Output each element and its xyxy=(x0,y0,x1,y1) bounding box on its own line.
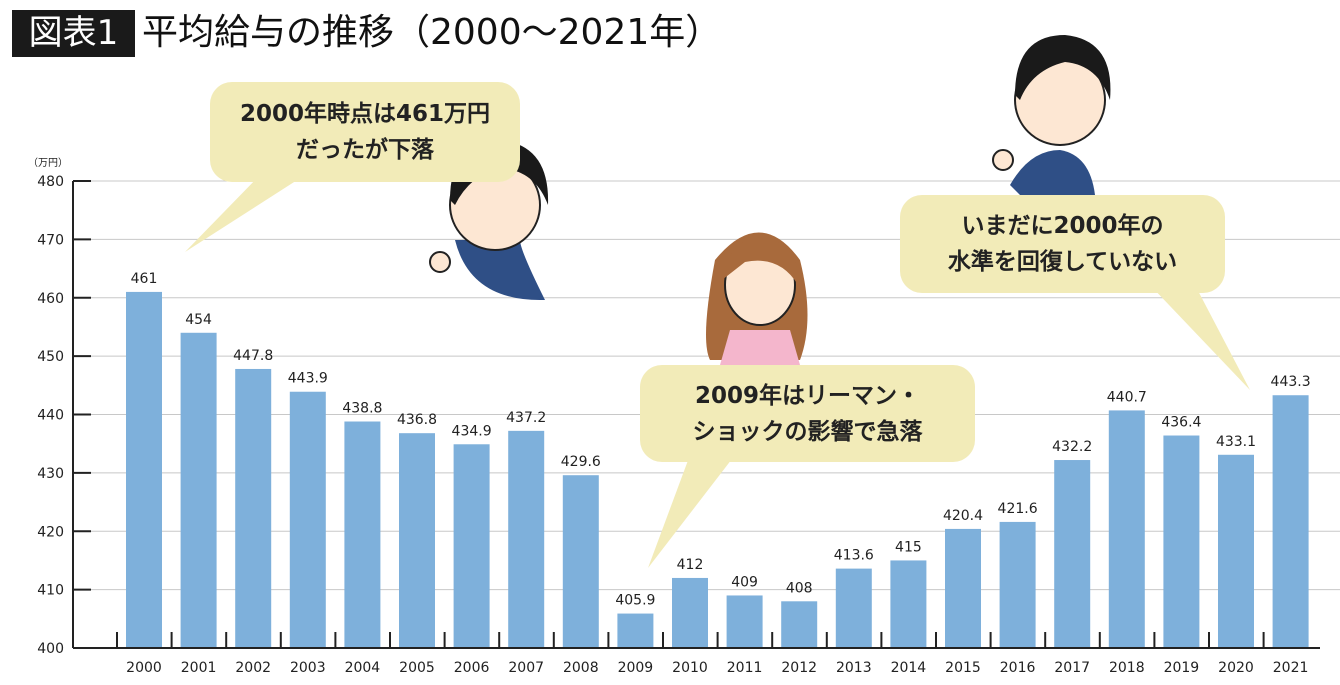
data-label: 438.8 xyxy=(342,401,382,417)
x-tick-label: 2019 xyxy=(1164,660,1200,676)
y-tick-label: 440 xyxy=(37,408,64,424)
x-tick-label: 2005 xyxy=(399,660,435,676)
data-label: 454 xyxy=(185,312,212,328)
annotation-line: だったが下落 xyxy=(296,137,434,163)
data-label: 412 xyxy=(677,557,704,573)
x-tick-label: 2021 xyxy=(1273,660,1309,676)
data-label: 405.9 xyxy=(615,593,655,609)
data-label: 415 xyxy=(895,539,922,555)
annotation-line: 水準を回復していない xyxy=(947,249,1178,275)
data-label: 413.6 xyxy=(834,548,874,564)
x-tick-label: 2011 xyxy=(727,660,763,676)
data-label: 432.2 xyxy=(1052,439,1092,455)
data-label: 440.7 xyxy=(1107,389,1147,405)
data-label: 421.6 xyxy=(998,501,1038,517)
annotation-line: 2009年はリーマン・ xyxy=(694,382,920,409)
bar-2020 xyxy=(1218,454,1254,648)
data-label: 420.4 xyxy=(943,508,983,524)
bubble-tail-2 xyxy=(648,455,735,568)
x-tick-label: 2013 xyxy=(836,660,872,676)
bar-2009 xyxy=(617,613,654,648)
data-label: 437.2 xyxy=(506,410,546,426)
bubble-tail-3 xyxy=(1150,285,1250,390)
y-tick-label: 480 xyxy=(37,174,64,190)
x-tick-label: 2008 xyxy=(563,660,599,676)
bar-2018 xyxy=(1108,410,1145,648)
y-tick-label: 470 xyxy=(37,232,64,248)
annotation-bubble-2000: 2000年時点は461万円 だったが下落 xyxy=(210,82,520,182)
annotation-line: ショックの影響で急落 xyxy=(692,418,923,445)
x-tick-label: 2004 xyxy=(345,660,381,676)
bar-2017 xyxy=(1054,460,1091,648)
x-tick-label: 2003 xyxy=(290,660,326,676)
bar-2013 xyxy=(835,568,872,648)
x-tick-label: 2006 xyxy=(454,660,490,676)
annotation-bubble-2009: 2009年はリーマン・ ショックの影響で急落 xyxy=(640,365,975,462)
x-tick-label: 2018 xyxy=(1109,660,1145,676)
x-tick-label: 2010 xyxy=(672,660,708,676)
bar-2002 xyxy=(235,368,272,648)
data-label: 433.1 xyxy=(1216,434,1256,450)
bar-2007 xyxy=(508,430,545,648)
x-tick-label: 2009 xyxy=(618,660,654,676)
bar-2012 xyxy=(781,601,818,648)
bar-2004 xyxy=(344,421,381,648)
data-label: 443.3 xyxy=(1271,374,1311,390)
annotation-line: いまだに2000年の xyxy=(961,213,1164,239)
x-tick-label: 2001 xyxy=(181,660,217,676)
bar-2016 xyxy=(999,521,1036,648)
y-tick-label: 410 xyxy=(37,583,64,599)
man-character-icon-2 xyxy=(992,35,1111,195)
x-tick-label: 2015 xyxy=(945,660,981,676)
bar-2000 xyxy=(126,291,162,648)
bar-2008 xyxy=(562,475,599,648)
x-tick-label: 2017 xyxy=(1054,660,1090,676)
x-tick-label: 2012 xyxy=(781,660,817,676)
bubble-tail-1 xyxy=(185,175,305,252)
x-tick-label: 2002 xyxy=(235,660,271,676)
bar-2015 xyxy=(945,528,981,648)
bar-2021 xyxy=(1272,395,1309,648)
bar-2010 xyxy=(672,577,708,648)
x-tick-label: 2014 xyxy=(891,660,927,676)
chart-title: 平均給与の推移（2000〜2021年） xyxy=(142,12,722,53)
bar-2011 xyxy=(726,595,763,648)
bar-2005 xyxy=(399,433,435,648)
data-label: 409 xyxy=(731,574,758,590)
x-tick-label: 2020 xyxy=(1218,660,1254,676)
y-tick-label: 400 xyxy=(37,641,64,657)
annotation-line: 2000年時点は461万円 xyxy=(239,101,491,127)
bar-2003 xyxy=(289,391,326,648)
woman-character-icon xyxy=(706,232,808,365)
data-label: 443.9 xyxy=(288,371,328,387)
data-label: 408 xyxy=(786,580,813,596)
x-tick-label: 2007 xyxy=(508,660,544,676)
y-tick-label: 450 xyxy=(37,349,64,365)
figure-number-badge: 図表1 xyxy=(12,10,135,57)
y-tick-label: 460 xyxy=(37,291,64,307)
bar-2001 xyxy=(180,332,217,648)
y-axis-unit-label: （万円） xyxy=(28,157,68,169)
y-tick-label: 430 xyxy=(37,466,64,482)
x-tick-label: 2000 xyxy=(126,660,162,676)
bar-2014 xyxy=(890,560,927,648)
annotation-bubble-recovery: いまだに2000年の 水準を回復していない xyxy=(900,195,1225,293)
data-label: 429.6 xyxy=(561,454,601,470)
x-tick-label: 2016 xyxy=(1000,660,1036,676)
bar-2006 xyxy=(453,444,490,648)
data-label: 436.8 xyxy=(397,412,437,428)
data-label: 434.9 xyxy=(452,423,492,439)
data-label: 461 xyxy=(131,271,158,287)
y-tick-label: 420 xyxy=(37,524,64,540)
data-label: 447.8 xyxy=(233,348,273,364)
bar-2019 xyxy=(1163,435,1200,648)
data-label: 436.4 xyxy=(1161,415,1201,431)
